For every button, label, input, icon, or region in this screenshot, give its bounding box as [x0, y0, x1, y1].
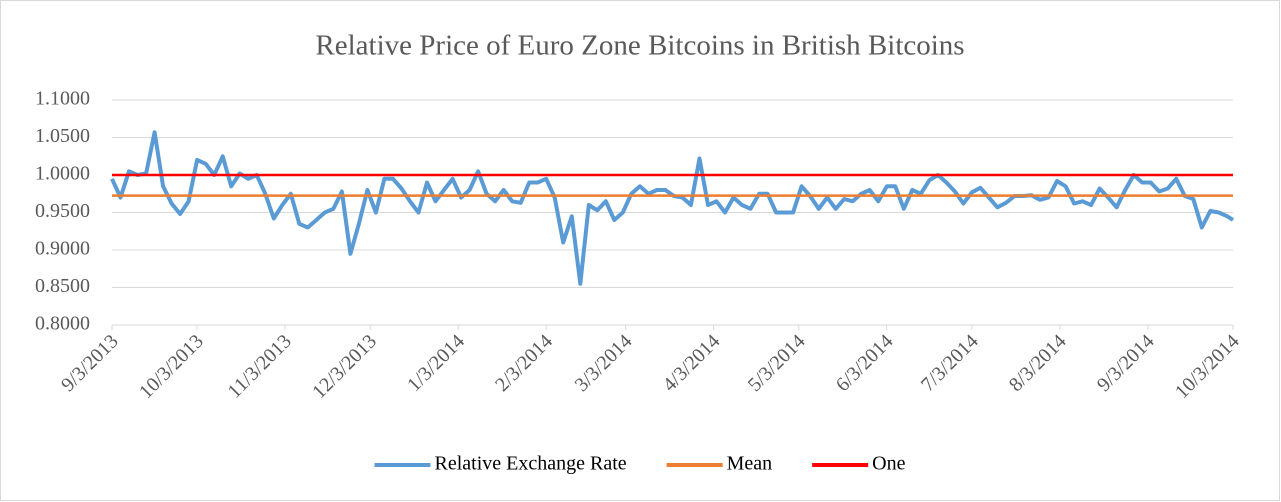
chart-title: Relative Price of Euro Zone Bitcoins in … [315, 30, 964, 62]
y-tick-label: 0.8000 [35, 313, 90, 335]
legend-label: One [872, 453, 905, 475]
y-tick-label: 0.8500 [35, 275, 90, 297]
y-tick-label: 0.9000 [35, 238, 90, 260]
legend-label: Mean [727, 453, 773, 475]
y-tick-label: 1.1000 [35, 88, 90, 110]
y-tick-label: 1.0500 [35, 125, 90, 147]
legend-label: Relative Exchange Rate [434, 453, 626, 475]
y-tick-label: 0.9500 [35, 200, 90, 222]
y-tick-label: 1.0000 [35, 163, 90, 185]
